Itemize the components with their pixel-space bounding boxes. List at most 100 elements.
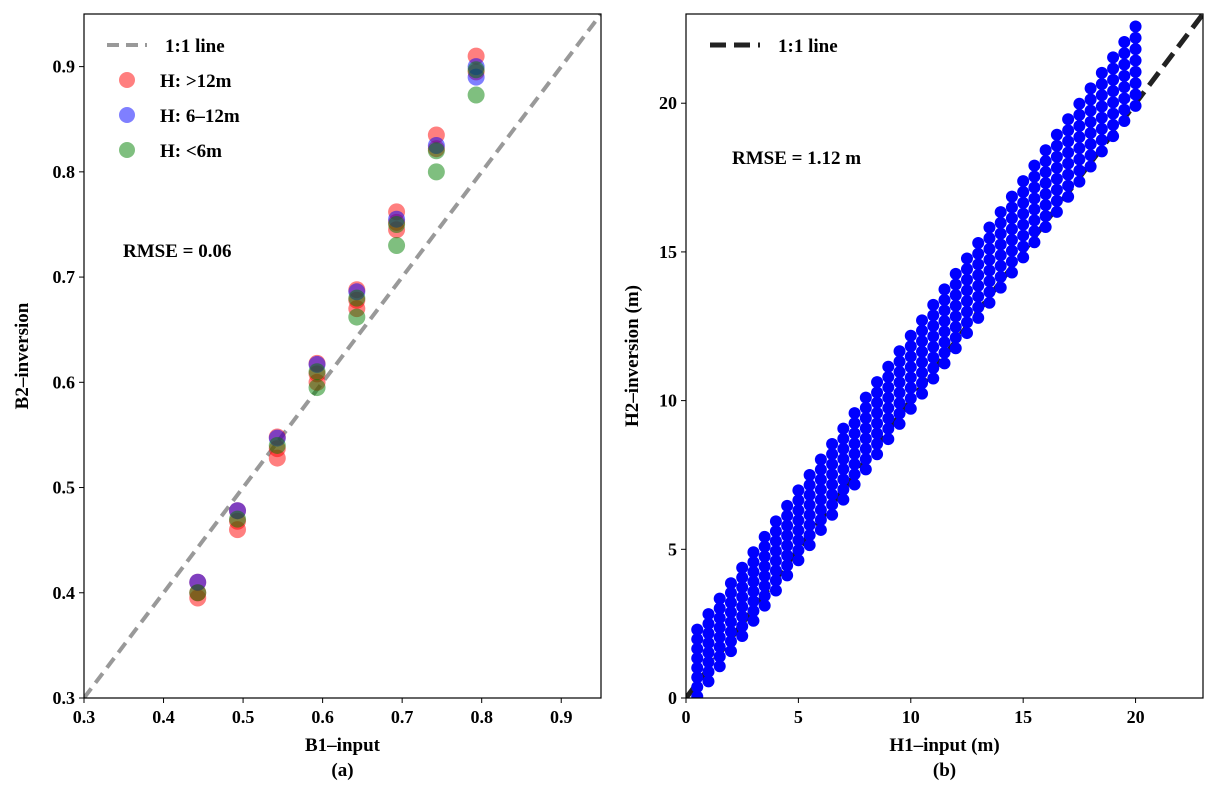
data-point — [837, 473, 850, 486]
data-point — [1095, 78, 1108, 91]
data-point — [848, 447, 861, 460]
legend-label: H: >12m — [160, 71, 232, 92]
data-point — [949, 299, 962, 312]
data-point — [994, 249, 1007, 262]
data-point — [960, 284, 973, 297]
data-point — [960, 327, 973, 340]
data-point — [691, 671, 704, 684]
data-point — [871, 437, 884, 450]
data-point — [1062, 179, 1075, 192]
data-point — [927, 372, 940, 385]
data-point — [724, 625, 737, 638]
data-point — [949, 278, 962, 291]
data-point — [859, 422, 872, 435]
data-point — [837, 422, 850, 435]
data-point — [1062, 113, 1075, 126]
data-point — [893, 345, 906, 358]
data-point — [803, 488, 816, 501]
data-point — [781, 559, 794, 572]
data-point — [1005, 233, 1018, 246]
panel-label: (a) — [331, 760, 353, 781]
legend-marker-icon — [119, 107, 135, 123]
data-point — [1062, 124, 1075, 137]
data-point — [1107, 73, 1120, 86]
data-point — [736, 629, 749, 642]
data-point — [916, 377, 929, 390]
data-point — [949, 267, 962, 280]
data-point — [758, 560, 771, 573]
data-point — [747, 546, 760, 559]
data-point — [893, 417, 906, 430]
y-tick-label: 0.9 — [53, 57, 76, 77]
data-point — [859, 391, 872, 404]
data-point — [1084, 93, 1097, 106]
data-point — [871, 407, 884, 420]
data-point — [938, 346, 951, 359]
data-point — [747, 575, 760, 588]
axes-frame — [685, 13, 1204, 699]
x-tick-label: 0 — [682, 707, 691, 727]
data-point — [769, 574, 782, 587]
data-point — [938, 304, 951, 317]
data-point — [713, 602, 726, 615]
y-tick-label: 0.4 — [53, 583, 76, 603]
data-point — [747, 585, 760, 598]
data-point — [814, 483, 827, 496]
data-point — [724, 616, 737, 629]
x-tick-label: 0.9 — [550, 707, 573, 727]
data-point — [837, 483, 850, 496]
data-point — [1005, 212, 1018, 225]
data-point — [1017, 229, 1030, 242]
data-point — [893, 397, 906, 410]
data-point — [388, 237, 406, 255]
data-point — [781, 509, 794, 522]
data-point — [871, 417, 884, 430]
data-point — [1050, 172, 1063, 185]
data-point — [938, 357, 951, 370]
y-tick-label: 10 — [659, 391, 677, 411]
data-point — [792, 534, 805, 547]
data-point — [702, 636, 715, 649]
data-point — [724, 586, 737, 599]
data-point — [702, 608, 715, 621]
data-point — [1028, 214, 1041, 227]
data-point — [803, 499, 816, 512]
data-point — [826, 488, 839, 501]
data-point — [1129, 77, 1142, 90]
data-point — [859, 401, 872, 414]
data-point — [467, 61, 485, 79]
data-point — [1084, 138, 1097, 151]
data-point — [960, 295, 973, 308]
data-point — [927, 319, 940, 332]
data-point — [1095, 122, 1108, 135]
y-tick-label: 0.8 — [53, 162, 76, 182]
data-point — [702, 656, 715, 669]
data-point — [691, 680, 704, 693]
data-point — [1039, 221, 1052, 234]
data-point — [983, 286, 996, 299]
data-point — [1118, 58, 1131, 71]
data-point — [427, 142, 445, 160]
data-point — [848, 458, 861, 471]
legend-label: H: <6m — [160, 141, 222, 162]
data-point — [826, 508, 839, 521]
axes-frame — [83, 13, 602, 699]
data-point — [348, 289, 366, 307]
data-point — [747, 595, 760, 608]
data-point — [938, 315, 951, 328]
data-point — [904, 350, 917, 363]
data-point — [736, 571, 749, 584]
data-point — [1017, 207, 1030, 220]
x-axis-label: H1–input (m) — [889, 735, 999, 756]
data-point — [736, 620, 749, 633]
y-axis-label: H2–inversion (m) — [622, 285, 643, 427]
data-point — [1095, 89, 1108, 102]
data-point — [1005, 255, 1018, 268]
data-point — [1039, 210, 1052, 223]
data-point — [1039, 155, 1052, 168]
data-point — [724, 606, 737, 619]
data-point — [848, 417, 861, 430]
data-point — [916, 356, 929, 369]
data-point — [769, 535, 782, 548]
data-point — [983, 275, 996, 288]
